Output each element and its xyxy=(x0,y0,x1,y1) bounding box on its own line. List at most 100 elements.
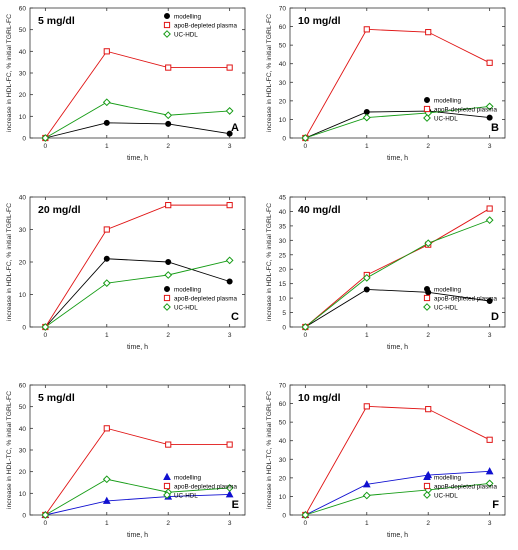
x-axis-label: time, h xyxy=(387,532,408,539)
x-tick-label: 3 xyxy=(228,143,232,150)
y-tick-label: 40 xyxy=(19,426,27,433)
legend-label-apob-depleted-plasma: apoB-depleted plasma xyxy=(434,483,498,490)
y-tick-label: 45 xyxy=(279,195,287,202)
x-tick-label: 3 xyxy=(488,143,492,150)
x-tick-label: 0 xyxy=(44,143,48,150)
data-point-modelling xyxy=(102,496,111,504)
x-tick-label: 1 xyxy=(365,520,369,527)
data-point-modelling xyxy=(226,278,233,285)
legend-label-uc-hdl: UC-HDL xyxy=(434,492,458,499)
x-tick-label: 2 xyxy=(166,520,170,527)
y-tick-label: 30 xyxy=(279,457,287,464)
y-tick-label: 0 xyxy=(282,325,286,332)
legend-label-apob-depleted-plasma: apoB-depleted plasma xyxy=(434,295,498,302)
series-line-apob-depleted-plasma xyxy=(304,28,490,139)
y-tick-label: 0 xyxy=(22,136,26,143)
legend-marker-apob-depleted-plasma xyxy=(163,294,171,302)
y-tick-label: 0 xyxy=(22,325,26,332)
data-point-modelling xyxy=(363,286,370,293)
data-point-modelling xyxy=(485,467,494,475)
y-tick-label: 10 xyxy=(19,292,27,299)
series-line-modelling xyxy=(45,122,230,139)
legend-label-modelling: modelling xyxy=(174,13,201,20)
data-point-uc-hdl xyxy=(164,271,173,279)
series-line-apob-depleted-plasma xyxy=(44,204,230,328)
y-tick-label: 40 xyxy=(19,195,27,202)
x-tick-label: 2 xyxy=(166,332,170,339)
panel-title: 40 mg/dl xyxy=(298,204,341,216)
y-tick-label: 20 xyxy=(279,475,287,482)
y-tick-label: 10 xyxy=(279,494,287,501)
legend-marker-uc-hdl xyxy=(163,491,171,499)
series-line-apob-depleted-plasma xyxy=(44,50,230,139)
data-point-uc-hdl xyxy=(362,273,371,282)
y-tick-label: 10 xyxy=(19,491,27,498)
legend-marker-uc-hdl xyxy=(423,114,431,122)
y-tick-label: 40 xyxy=(279,438,287,445)
series-line-uc-hdl xyxy=(45,478,230,516)
y-tick-label: 10 xyxy=(19,114,27,121)
x-tick-label: 3 xyxy=(228,332,232,339)
y-tick-label: 0 xyxy=(282,513,286,520)
y-tick-label: 20 xyxy=(279,267,287,274)
legend-marker-modelling xyxy=(163,472,171,481)
data-point-modelling xyxy=(165,120,172,127)
data-point-uc-hdl xyxy=(164,111,173,120)
data-point-uc-hdl xyxy=(485,216,494,225)
legend-label-apob-depleted-plasma: apoB-depleted plasma xyxy=(434,106,498,113)
chart-panel-a: 0 10 20 30 40 50 60 0 1 2 3 time, h increase in HDL-… xyxy=(6,6,246,162)
panel-letter: D xyxy=(491,311,499,323)
plot-frame xyxy=(289,7,506,139)
legend-marker-apob-depleted-plasma xyxy=(163,21,171,29)
panel-title: 20 mg/dl xyxy=(38,204,81,216)
data-point-uc-hdl xyxy=(362,491,371,500)
x-tick-label: 2 xyxy=(426,143,430,150)
legend-marker-modelling xyxy=(423,97,430,104)
x-tick-label: 2 xyxy=(166,143,170,150)
y-tick-label: 60 xyxy=(19,6,27,13)
x-tick-label: 3 xyxy=(488,332,492,339)
y-axis-label: increase in HDL-TC, % initial TGRL-FC xyxy=(266,391,273,509)
panel-letter: E xyxy=(232,499,239,511)
x-tick-label: 2 xyxy=(426,520,430,527)
data-point-modelling xyxy=(226,130,233,137)
legend-marker-modelling xyxy=(163,12,170,19)
x-tick-label: 1 xyxy=(105,143,109,150)
y-tick-label: 30 xyxy=(279,80,287,87)
data-point-uc-hdl xyxy=(362,113,371,122)
data-point-uc-hdl xyxy=(301,511,310,519)
x-axis-label: time, h xyxy=(127,532,148,539)
x-tick-label: 0 xyxy=(304,332,308,339)
y-tick-label: 50 xyxy=(279,43,287,50)
y-tick-label: 40 xyxy=(19,49,27,56)
data-point-apob-depleted-plasma xyxy=(226,441,233,448)
plot-frame xyxy=(29,384,246,516)
data-point-uc-hdl xyxy=(485,102,494,111)
x-tick-label: 0 xyxy=(304,520,308,527)
data-point-modelling xyxy=(486,297,493,304)
data-point-uc-hdl xyxy=(41,511,50,519)
y-tick-label: 25 xyxy=(279,252,287,259)
y-tick-label: 70 xyxy=(279,6,287,13)
plot-frame xyxy=(29,196,246,328)
x-tick-label: 0 xyxy=(304,143,308,150)
data-point-modelling xyxy=(103,119,110,126)
legend-label-modelling: modelling xyxy=(174,286,201,293)
series-line-modelling xyxy=(45,493,230,516)
y-tick-label: 40 xyxy=(279,61,287,68)
data-point-uc-hdl xyxy=(485,479,494,488)
legend-marker-uc-hdl xyxy=(423,303,431,311)
chart-panel-d: 0 5 10 15 20 25 30 35 40 45 0 1 2 3 time, h increase in… xyxy=(266,195,506,351)
chart-panel-b: 0 10 20 30 40 50 60 70 0 1 2 3 time, h increase in HD… xyxy=(266,6,506,162)
data-point-apob-depleted-plasma xyxy=(103,48,110,55)
data-point-uc-hdl xyxy=(41,323,50,331)
y-tick-label: 40 xyxy=(279,209,287,216)
data-point-apob-depleted-plasma xyxy=(486,436,493,443)
data-point-uc-hdl xyxy=(225,256,234,265)
y-tick-label: 20 xyxy=(279,98,287,105)
data-point-uc-hdl xyxy=(301,323,310,331)
y-tick-label: 35 xyxy=(279,223,287,230)
legend-label-modelling: modelling xyxy=(434,97,461,104)
panel-letter: F xyxy=(492,499,499,511)
